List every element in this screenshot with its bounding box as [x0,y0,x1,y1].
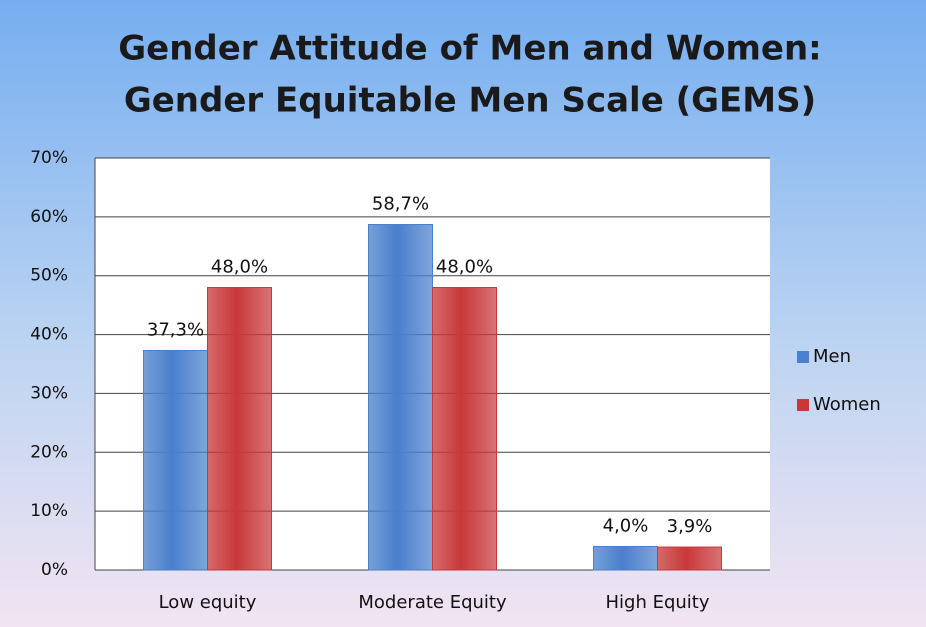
value-label: 37,3% [147,319,204,340]
chart-title: Gender Attitude of Men and Women: [118,29,822,69]
y-tick-label: 70% [30,148,68,168]
y-tick-label: 0% [41,560,68,580]
legend-swatch [797,351,809,363]
value-label: 48,0% [211,256,268,277]
value-label: 4,0% [603,515,649,536]
bar [143,349,208,571]
bar [368,224,433,571]
bar [657,546,722,571]
x-tick-label: Low equity [159,592,257,613]
bar [207,286,272,571]
x-tick-label: Moderate Equity [358,592,507,613]
y-tick-label: 60% [30,207,68,227]
chart-title: Gender Equitable Men Scale (GEMS) [124,81,816,121]
y-tick-label: 40% [30,325,68,345]
legend-label: Men [813,346,851,367]
legend-label: Women [813,394,881,415]
value-label: 3,9% [667,516,713,537]
bar [593,545,658,571]
y-tick-label: 30% [30,383,68,403]
bar [432,286,497,571]
y-tick-label: 20% [30,442,68,462]
x-tick-label: High Equity [605,592,709,613]
y-tick-label: 10% [30,501,68,521]
y-tick-label: 50% [30,266,68,286]
value-label: 58,7% [372,194,429,215]
value-label: 48,0% [436,256,493,277]
legend-swatch [797,399,809,411]
